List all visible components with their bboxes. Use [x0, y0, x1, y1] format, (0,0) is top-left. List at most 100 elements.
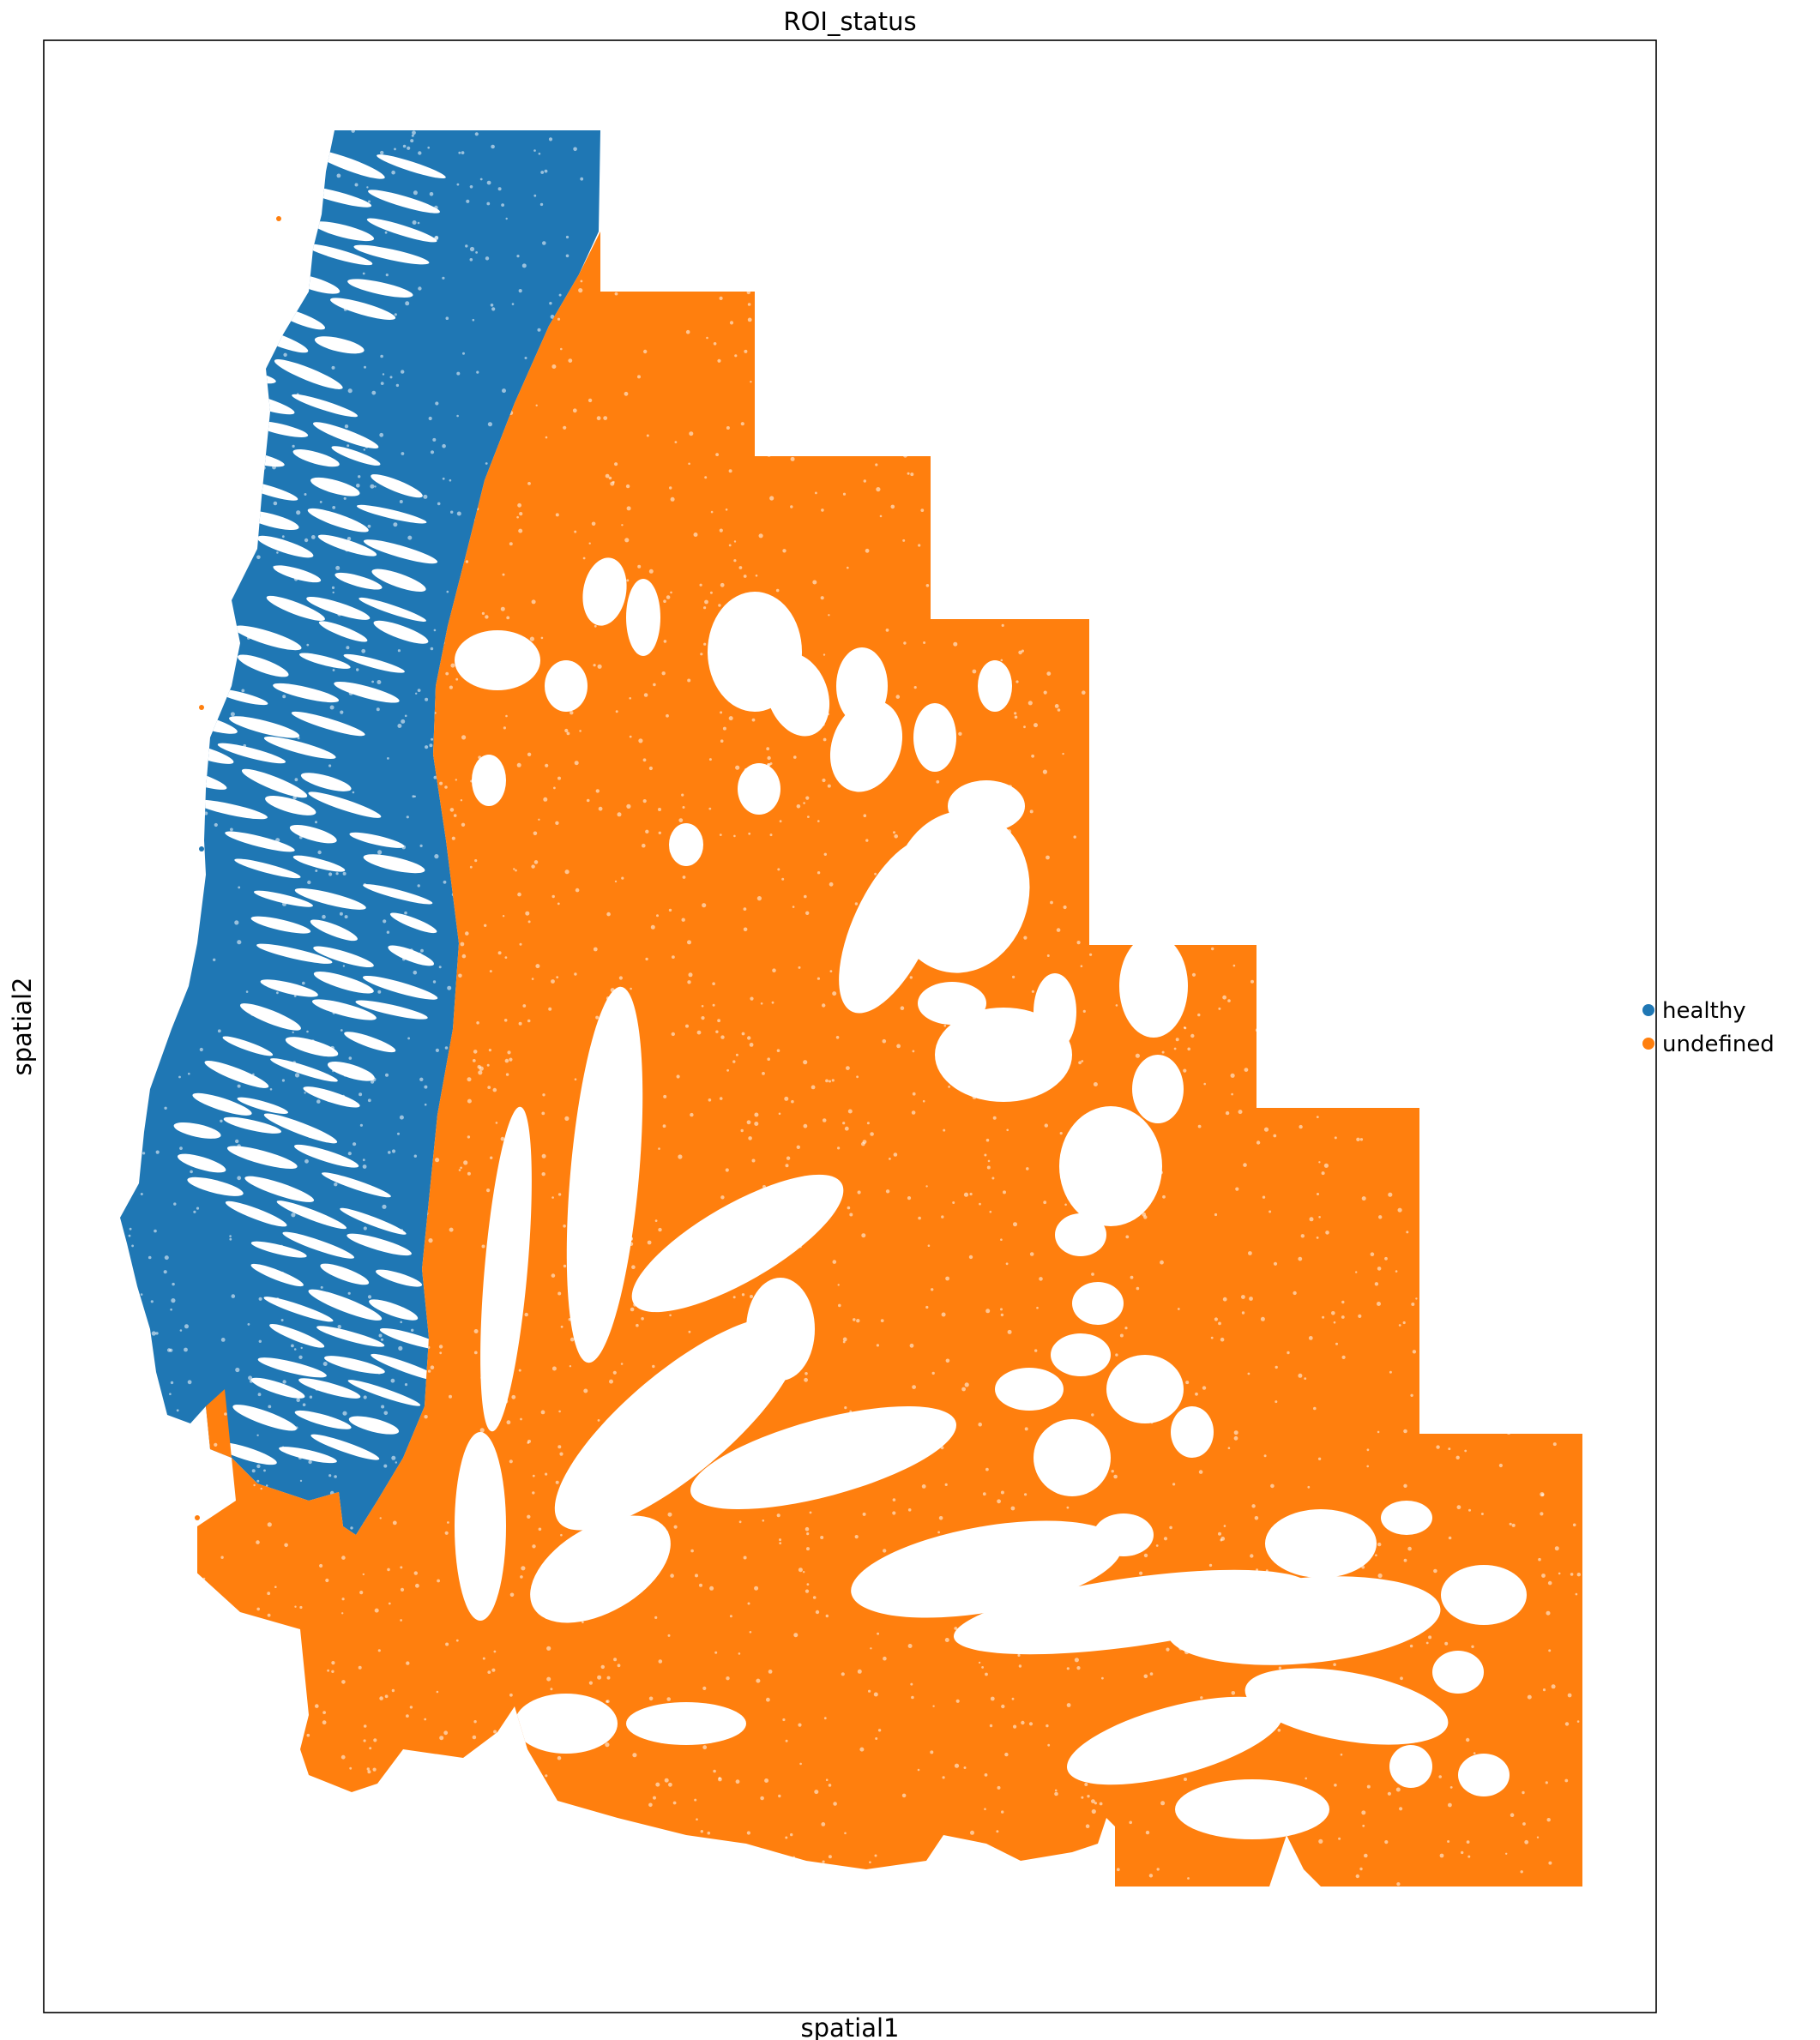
scatter-point [895, 695, 901, 699]
gap-region [455, 630, 540, 690]
scatter-point [1064, 1203, 1067, 1207]
scatter-point [893, 1152, 898, 1157]
scatter-point [817, 871, 821, 875]
scatter-point [320, 1285, 323, 1289]
scatter-point [925, 584, 930, 587]
scatter-point [378, 1333, 383, 1338]
scatter-point [945, 1276, 949, 1281]
scatter-point [829, 970, 833, 972]
gap-region [260, 979, 318, 997]
scatter-point [750, 381, 752, 383]
scatter-point [863, 479, 866, 483]
scatter-point [613, 1658, 618, 1662]
scatter-point [741, 1032, 745, 1036]
scatter-point [476, 370, 479, 374]
scatter-point [825, 1778, 829, 1781]
scatter-point [1056, 928, 1061, 932]
scatter-point [1148, 1874, 1154, 1878]
scatter-point [1000, 1238, 1003, 1241]
scatter-point [509, 1693, 513, 1697]
scatter-point [1028, 701, 1033, 706]
scatter-point [755, 575, 758, 577]
gap-region [282, 1231, 354, 1259]
scatter-point [199, 1047, 203, 1052]
scatter-point [256, 1607, 261, 1611]
scatter-point [520, 1417, 522, 1421]
scatter-point [1403, 1483, 1407, 1489]
scatter-point [542, 241, 546, 245]
scatter-point [629, 735, 632, 738]
scatter-point [669, 486, 672, 490]
scatter-point [1177, 1308, 1180, 1310]
gap-region [344, 1032, 396, 1053]
gap-region [839, 839, 945, 1014]
scatter-point [1078, 1061, 1082, 1065]
scatter-point [750, 996, 754, 1001]
scatter-point [588, 1681, 594, 1685]
scatter-point [1374, 1282, 1379, 1286]
scatter-point [231, 1294, 236, 1298]
scatter-point [402, 144, 407, 148]
scatter-point [551, 364, 557, 369]
scatter-point [945, 1358, 950, 1363]
scatter-point [362, 1164, 367, 1169]
scatter-point [696, 1030, 702, 1035]
scatter-point [1425, 1641, 1429, 1645]
scatter-point [461, 822, 466, 827]
scatter-point [841, 1672, 845, 1676]
scatter-point [823, 653, 826, 656]
gap-region [376, 1269, 423, 1287]
scatter-point [785, 1739, 788, 1742]
scatter-point [688, 462, 690, 466]
scatter-point [865, 548, 870, 553]
scatter-point [331, 1661, 335, 1665]
scatter-point [293, 1348, 297, 1351]
scatter-point [458, 1169, 461, 1171]
scatter-point [1081, 1060, 1084, 1062]
scatter-point [1366, 1465, 1369, 1468]
gap-region [334, 681, 400, 703]
scatter-point [1545, 1781, 1548, 1784]
scatter-point [708, 758, 712, 761]
scatter-point [728, 469, 732, 473]
scatter-point [388, 1151, 391, 1154]
scatter-point [1366, 1784, 1371, 1789]
scatter-point [722, 726, 726, 731]
scatter-point [984, 1153, 987, 1157]
scatter-point [1116, 1868, 1120, 1872]
scatter-point [1034, 1349, 1038, 1352]
scatter-point [1197, 1013, 1201, 1017]
scatter-point [614, 292, 618, 296]
scatter-point [1389, 1370, 1392, 1374]
scatter-point [535, 404, 538, 406]
scatter-point [643, 349, 648, 354]
scatter-point [699, 1583, 702, 1587]
gap-region [250, 916, 311, 934]
scatter-point [1054, 1791, 1058, 1796]
scatter-point [1251, 1504, 1256, 1508]
gap-region [626, 579, 660, 656]
scatter-point [1124, 1327, 1128, 1330]
scatter-point [712, 1003, 715, 1007]
scatter-point [328, 872, 333, 876]
scatter-point [509, 1592, 515, 1598]
scatter-point [389, 376, 393, 379]
scatter-point [486, 1063, 490, 1067]
scatter-point [1287, 1351, 1290, 1355]
scatter-point [400, 1619, 402, 1622]
scatter-point [1377, 1302, 1381, 1306]
scatter-point [882, 1038, 887, 1044]
gap-region [359, 597, 426, 622]
scatter-point [196, 1207, 200, 1210]
scatter-point [509, 542, 513, 546]
scatter-point [617, 812, 622, 817]
scatter-point [889, 1158, 891, 1160]
scatter-point [701, 1016, 705, 1020]
scatter-point [425, 697, 429, 701]
scatter-point [546, 1646, 551, 1651]
scatter-point [1243, 1163, 1247, 1167]
scatter-point [626, 506, 631, 511]
scatter-point [713, 342, 717, 346]
scatter-point [764, 1778, 769, 1783]
scatter-point [1232, 964, 1236, 967]
